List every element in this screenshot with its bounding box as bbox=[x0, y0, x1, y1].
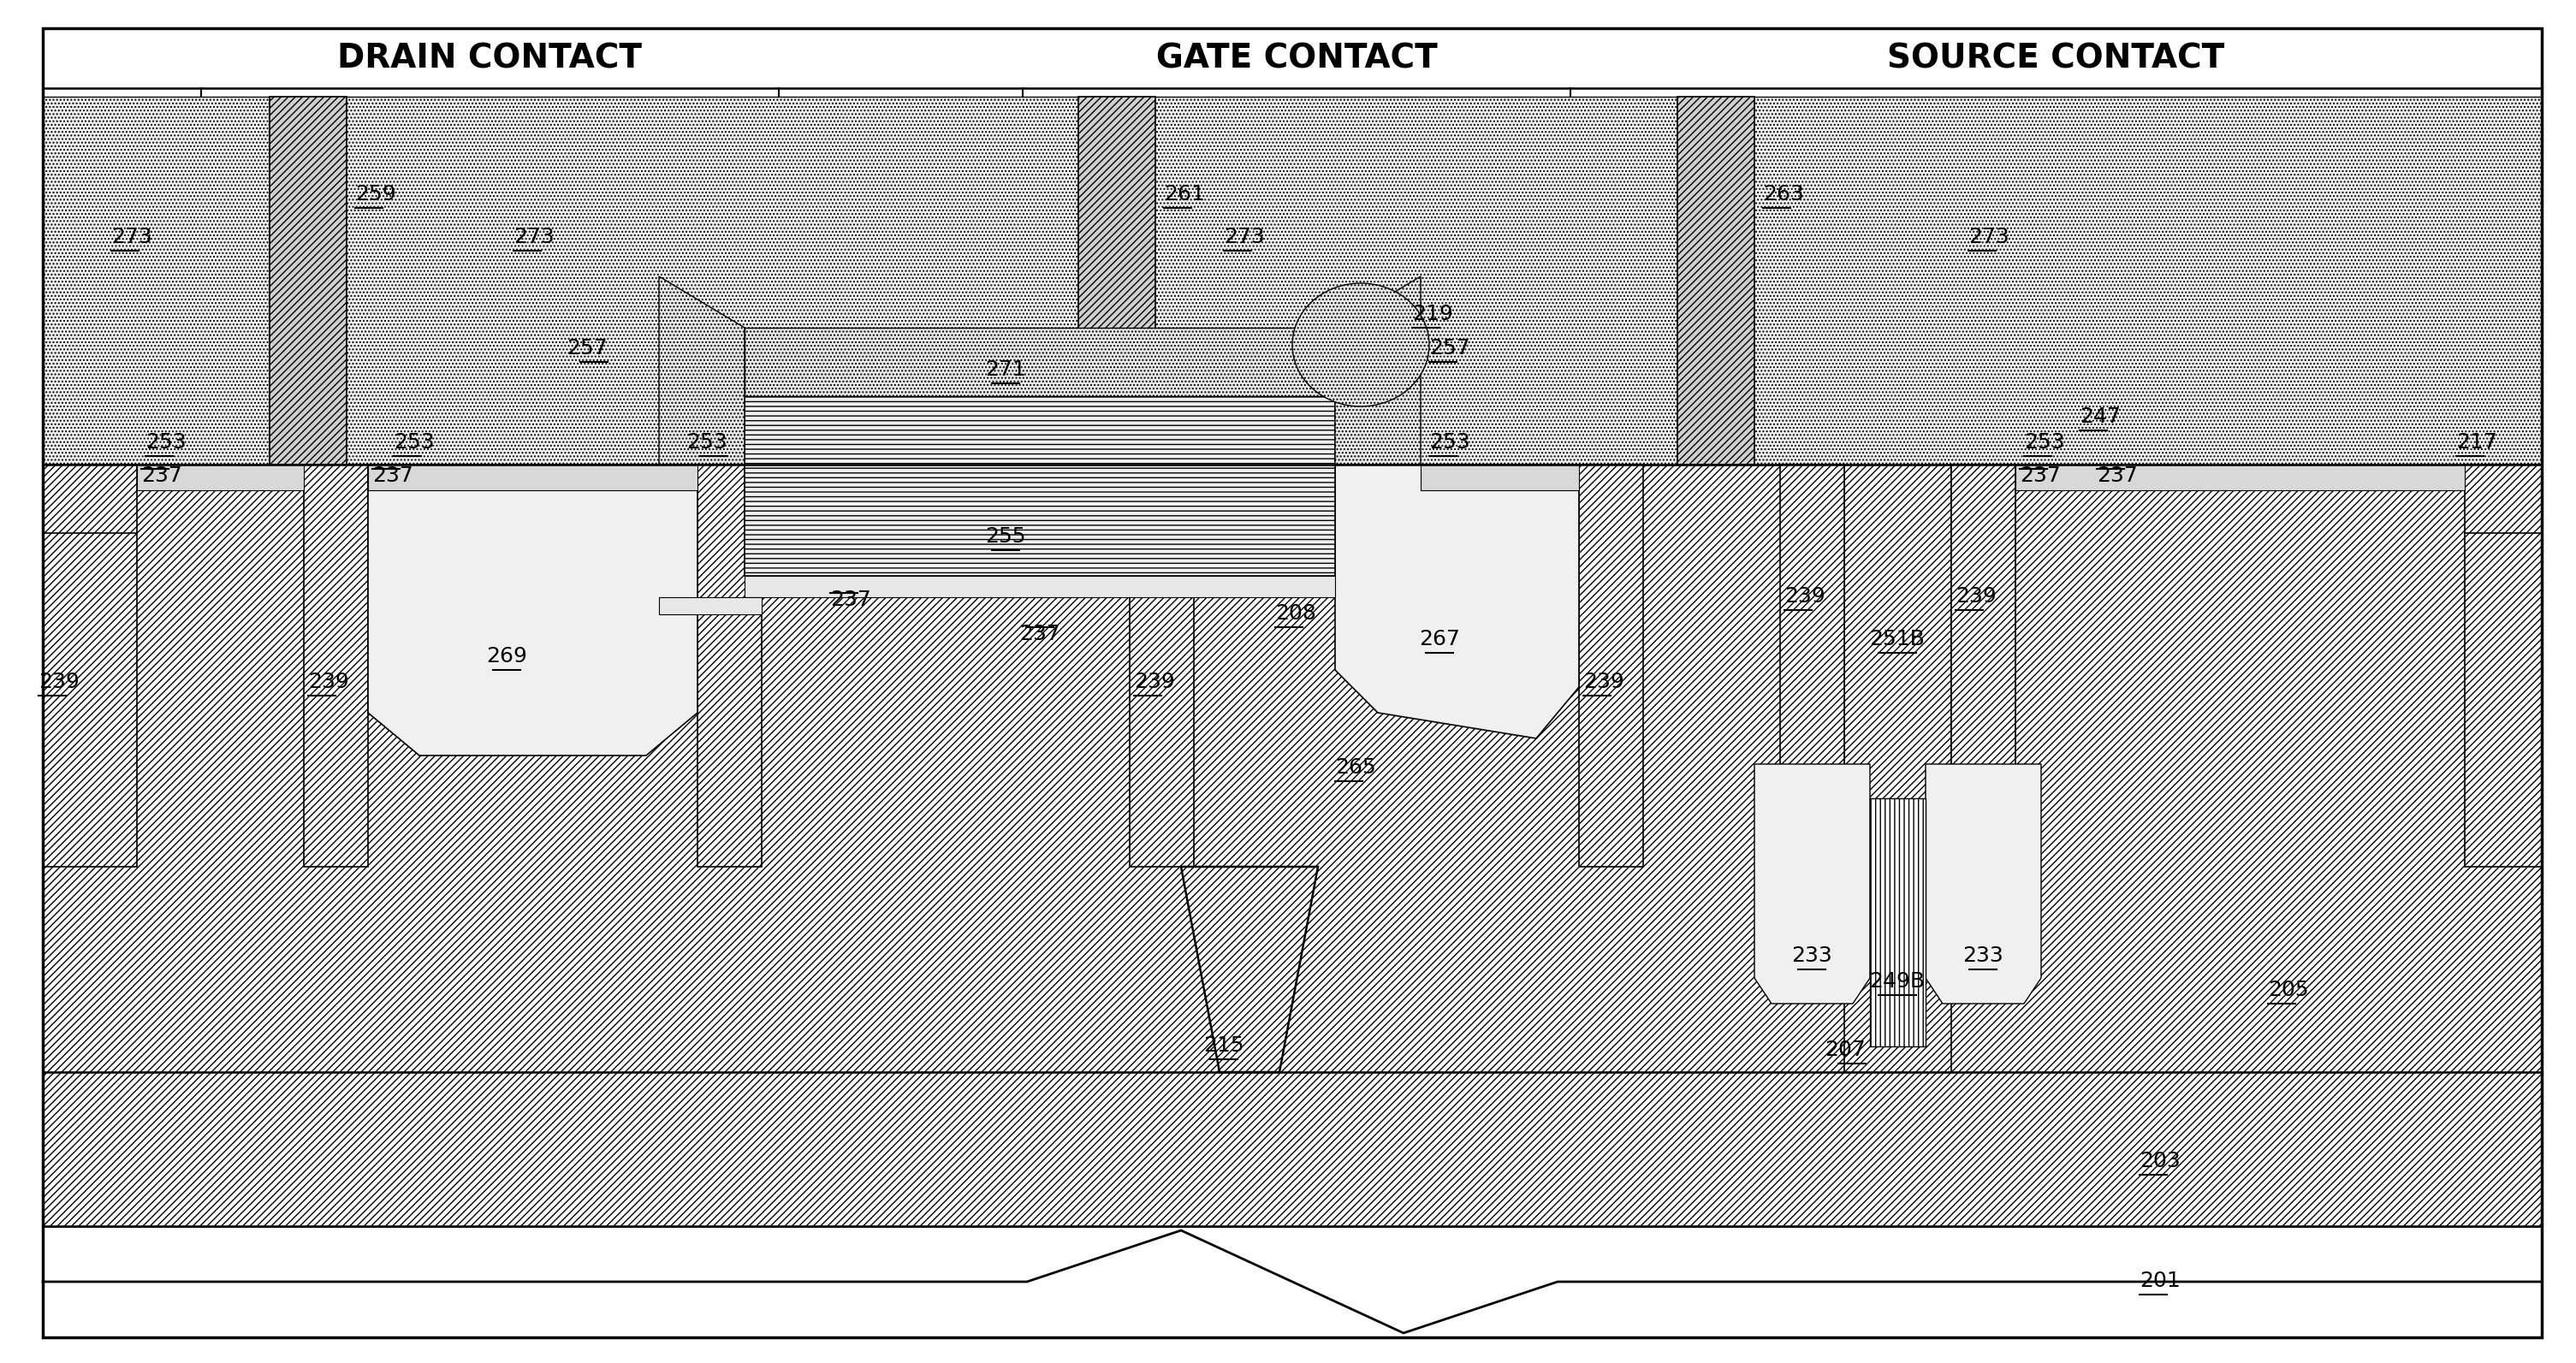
Text: 273: 273 bbox=[1224, 226, 1265, 247]
Text: 207: 207 bbox=[1824, 1040, 1865, 1060]
Text: 251B: 251B bbox=[1870, 628, 1924, 649]
Text: 239: 239 bbox=[1785, 586, 1826, 607]
Text: GATE CONTACT: GATE CONTACT bbox=[1157, 42, 1437, 75]
Text: 267: 267 bbox=[1419, 628, 1461, 649]
Text: 215: 215 bbox=[1203, 1036, 1244, 1056]
Text: 261: 261 bbox=[1164, 184, 1206, 204]
Text: 257: 257 bbox=[567, 338, 608, 358]
Text: 253: 253 bbox=[144, 432, 185, 453]
Text: 237: 237 bbox=[2020, 465, 2061, 487]
Bar bbox=[1079, 97, 1157, 465]
Bar bbox=[44, 465, 2543, 1073]
Bar bbox=[368, 465, 698, 491]
Text: 273: 273 bbox=[111, 226, 152, 247]
Bar bbox=[44, 1073, 2543, 1227]
Bar bbox=[1870, 799, 1927, 1047]
Text: 257: 257 bbox=[1430, 338, 1471, 358]
Bar bbox=[1419, 465, 1579, 491]
Text: 239: 239 bbox=[1584, 672, 1623, 692]
Text: 253: 253 bbox=[688, 432, 726, 453]
Bar bbox=[659, 597, 762, 615]
Bar bbox=[2465, 465, 2543, 867]
Text: 249B: 249B bbox=[1870, 970, 1924, 992]
Text: 233: 233 bbox=[1790, 946, 1832, 966]
Text: 273: 273 bbox=[1968, 226, 2009, 247]
Text: 269: 269 bbox=[487, 646, 528, 667]
Bar bbox=[304, 465, 368, 867]
Text: DRAIN CONTACT: DRAIN CONTACT bbox=[337, 42, 641, 75]
Bar bbox=[744, 575, 1334, 597]
Bar bbox=[1677, 97, 1754, 465]
Text: 237: 237 bbox=[829, 590, 871, 611]
Polygon shape bbox=[1334, 465, 1579, 739]
Bar bbox=[2014, 465, 2465, 491]
Bar bbox=[44, 97, 2543, 465]
Bar bbox=[44, 1227, 2543, 1337]
Bar bbox=[744, 397, 1334, 575]
Bar bbox=[698, 465, 762, 867]
Text: 263: 263 bbox=[1762, 184, 1803, 204]
Text: 203: 203 bbox=[2141, 1150, 2179, 1171]
Bar bbox=[1950, 465, 2014, 867]
Text: 239: 239 bbox=[309, 672, 348, 692]
Polygon shape bbox=[368, 465, 698, 755]
Polygon shape bbox=[1180, 867, 1319, 1073]
Text: 237: 237 bbox=[142, 465, 183, 487]
Text: 239: 239 bbox=[39, 672, 80, 692]
Text: 247: 247 bbox=[2079, 406, 2120, 427]
Bar bbox=[1780, 465, 1844, 867]
Text: 253: 253 bbox=[394, 432, 435, 453]
Bar bbox=[1844, 465, 1950, 1073]
Text: 271: 271 bbox=[984, 360, 1025, 380]
Text: 201: 201 bbox=[2141, 1270, 2179, 1291]
Text: 205: 205 bbox=[2267, 980, 2308, 1000]
Text: 253: 253 bbox=[2025, 432, 2066, 453]
Text: 219: 219 bbox=[1412, 304, 1453, 324]
Text: 233: 233 bbox=[1963, 946, 2004, 966]
Text: 239: 239 bbox=[1133, 672, 1175, 692]
Text: 237: 237 bbox=[374, 465, 412, 487]
Bar bbox=[1131, 465, 1193, 867]
Bar bbox=[137, 465, 304, 491]
Text: 255: 255 bbox=[984, 526, 1025, 547]
Bar bbox=[270, 97, 348, 465]
Text: 217: 217 bbox=[2455, 432, 2496, 453]
Polygon shape bbox=[1754, 765, 1870, 1003]
Text: 253: 253 bbox=[1430, 432, 1471, 453]
Bar bbox=[44, 465, 137, 867]
Text: SOURCE CONTACT: SOURCE CONTACT bbox=[1888, 42, 2226, 75]
Bar bbox=[744, 327, 1334, 397]
Polygon shape bbox=[1334, 277, 1419, 465]
Text: 208: 208 bbox=[1275, 604, 1316, 624]
Text: 237: 237 bbox=[1020, 624, 1061, 645]
Polygon shape bbox=[659, 277, 744, 465]
Ellipse shape bbox=[1293, 284, 1430, 406]
Text: 259: 259 bbox=[355, 184, 397, 204]
Text: 239: 239 bbox=[1955, 586, 1996, 607]
Polygon shape bbox=[1927, 765, 2040, 1003]
Bar bbox=[1579, 465, 1643, 867]
Text: 237: 237 bbox=[2097, 465, 2138, 487]
Text: 265: 265 bbox=[1334, 758, 1376, 778]
Text: 273: 273 bbox=[513, 226, 554, 247]
